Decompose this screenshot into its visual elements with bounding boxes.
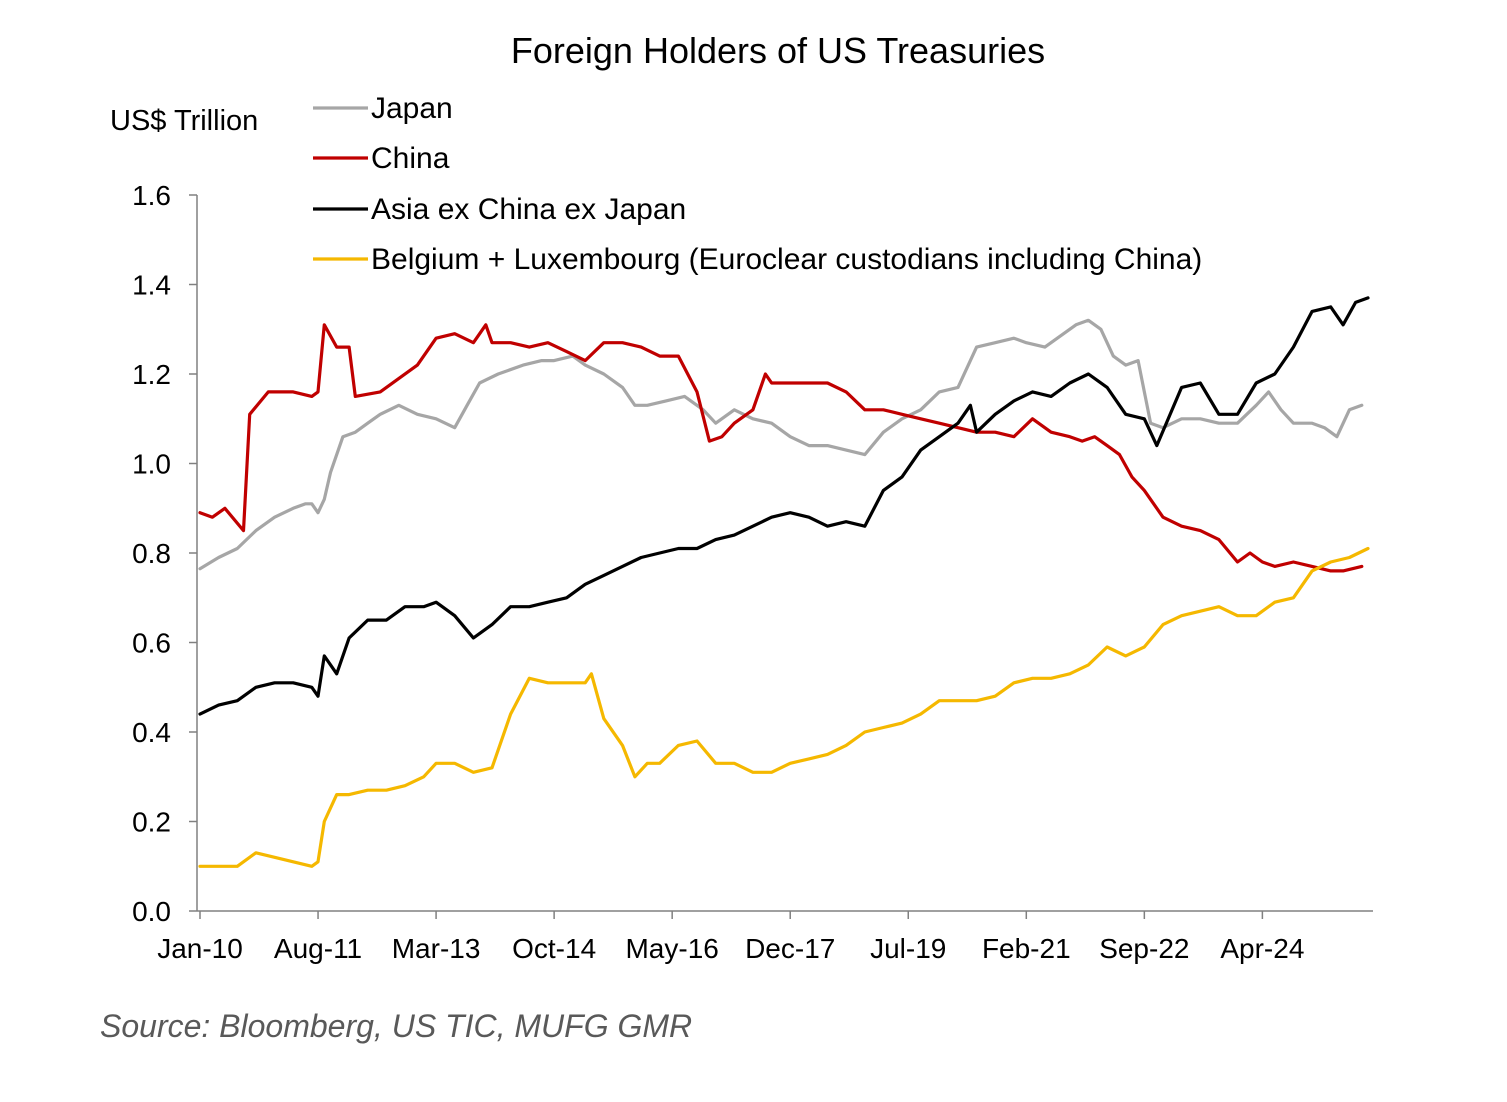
legend-label: Asia ex China ex Japan	[371, 193, 686, 226]
y-tick-label: 1.4	[132, 270, 171, 301]
y-ticks: 0.0 0.2 0.4 0.6 0.8 1.0 1.2 1.4 1.6	[132, 180, 197, 927]
y-tick-label: 0.4	[132, 717, 171, 748]
legend-label: Japan	[371, 92, 453, 125]
series-line-3	[198, 296, 1370, 716]
x-tick-label: May-16	[625, 933, 718, 964]
y-tick-label: 0.8	[132, 538, 171, 569]
x-tick-label: Oct-14	[512, 933, 596, 964]
legend: Japan China Asia ex China ex Japan Belgium …	[313, 92, 1202, 276]
y-tick-label: 0.0	[132, 896, 171, 927]
x-tick-label: Jan-10	[157, 933, 243, 964]
x-tick-label: Sep-22	[1099, 933, 1189, 964]
x-tick-label: Dec-17	[745, 933, 835, 964]
x-tick-label: Aug-11	[274, 933, 362, 964]
legend-label: China	[371, 142, 450, 175]
source-note: Source: Bloomberg, US TIC, MUFG GMR	[100, 1008, 693, 1044]
series-line-4	[198, 546, 1370, 868]
y-tick-label: 1.6	[132, 180, 171, 211]
chart-title: Foreign Holders of US Treasuries	[511, 30, 1045, 71]
y-tick-label: 1.0	[132, 449, 171, 480]
x-ticks: Jan-10 Aug-11 Mar-13 Oct-14 May-16 Dec-17 Jul-…	[157, 911, 1304, 964]
axes	[196, 195, 1373, 912]
legend-label: Belgium + Luxembourg (Euroclear custodia…	[371, 243, 1202, 276]
y-tick-label: 0.6	[132, 628, 171, 659]
x-tick-label: Jul-19	[870, 933, 946, 964]
series-line-1	[198, 318, 1364, 571]
x-tick-label: Feb-21	[982, 933, 1071, 964]
x-tick-label: Mar-13	[392, 933, 481, 964]
x-tick-label: Apr-24	[1220, 933, 1304, 964]
y-tick-label: 0.2	[132, 807, 171, 838]
plot-area	[198, 296, 1370, 868]
series-line-2	[198, 323, 1364, 573]
y-axis-label: US$ Trillion	[110, 105, 258, 137]
y-tick-label: 1.2	[132, 359, 171, 390]
